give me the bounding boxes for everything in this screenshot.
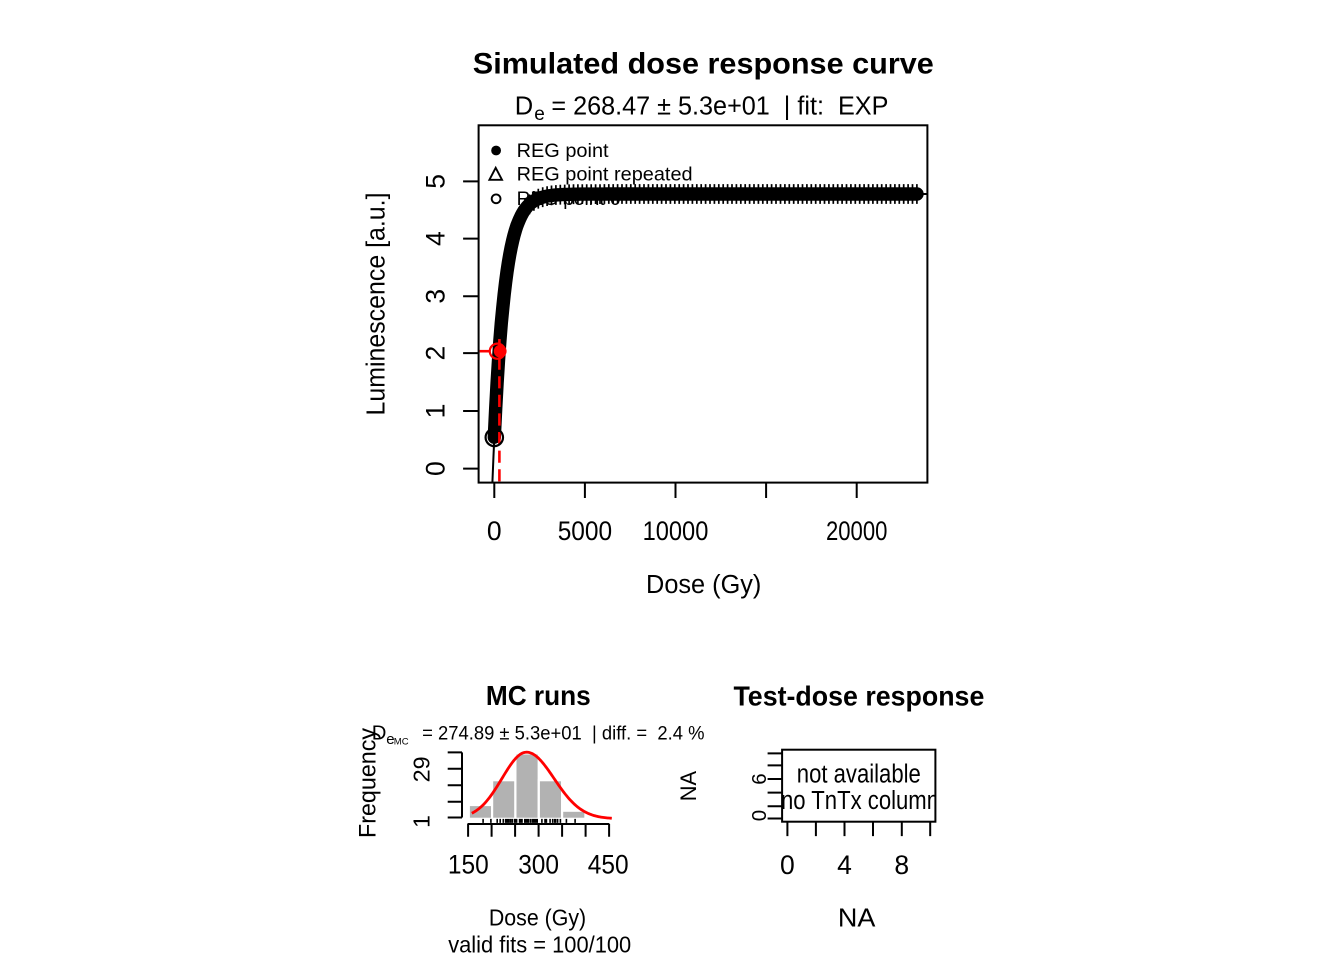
svg-text:6: 6	[748, 773, 771, 784]
svg-text:3: 3	[421, 289, 451, 304]
svg-text:e: e	[534, 104, 545, 125]
svg-text:20000: 20000	[826, 516, 887, 546]
svg-text:MC runs: MC runs	[486, 680, 591, 711]
svg-text:NA: NA	[676, 771, 701, 802]
svg-text:= 268.47 ± 5.3e+01 | fit: EX: = 268.47 ± 5.3e+01 | fit: EXP	[551, 92, 888, 120]
svg-text:Luminescence [a.u.]: Luminescence [a.u.]	[363, 193, 391, 416]
svg-text:150: 150	[448, 849, 489, 879]
svg-text:8: 8	[894, 850, 909, 880]
svg-text:1: 1	[409, 815, 435, 828]
svg-text:valid fits = 100/100: valid fits = 100/100	[448, 931, 631, 957]
svg-text:5: 5	[421, 174, 451, 189]
svg-text:1: 1	[421, 404, 451, 419]
svg-text:29: 29	[409, 756, 435, 782]
svg-text:e: e	[386, 731, 394, 748]
svg-text:Dose (Gy): Dose (Gy)	[646, 571, 761, 599]
svg-text:Frequency: Frequency	[355, 728, 382, 838]
svg-text:5000: 5000	[558, 516, 612, 546]
svg-text:= 274.89 ± 5.3e+01 | diff. =: = 274.89 ± 5.3e+01 | diff. = 2.4 %	[422, 723, 704, 745]
svg-text:Dose (Gy): Dose (Gy)	[489, 905, 586, 931]
svg-text:REG point: REG point	[517, 140, 610, 162]
svg-text:4: 4	[421, 231, 451, 246]
svg-text:2: 2	[421, 346, 451, 361]
svg-text:0: 0	[487, 516, 502, 546]
svg-text:NA: NA	[838, 903, 876, 933]
svg-text:0: 0	[748, 810, 771, 821]
svg-text:MC: MC	[394, 737, 409, 748]
svg-text:Test-dose response: Test-dose response	[733, 681, 984, 712]
svg-text:450: 450	[588, 849, 629, 879]
svg-text:0: 0	[421, 461, 451, 476]
svg-text:not available: not available	[797, 761, 921, 789]
svg-text:D: D	[372, 723, 387, 745]
svg-text:0: 0	[780, 850, 795, 880]
svg-text:4: 4	[837, 850, 852, 880]
svg-text:Simulated dose response curve: Simulated dose response curve	[473, 48, 934, 81]
svg-text:REG point repeated: REG point repeated	[517, 164, 693, 186]
svg-text:no TnTx column: no TnTx column	[781, 787, 939, 815]
svg-text:300: 300	[518, 849, 559, 879]
svg-text:10000: 10000	[643, 516, 709, 546]
svg-text:D: D	[515, 92, 533, 120]
